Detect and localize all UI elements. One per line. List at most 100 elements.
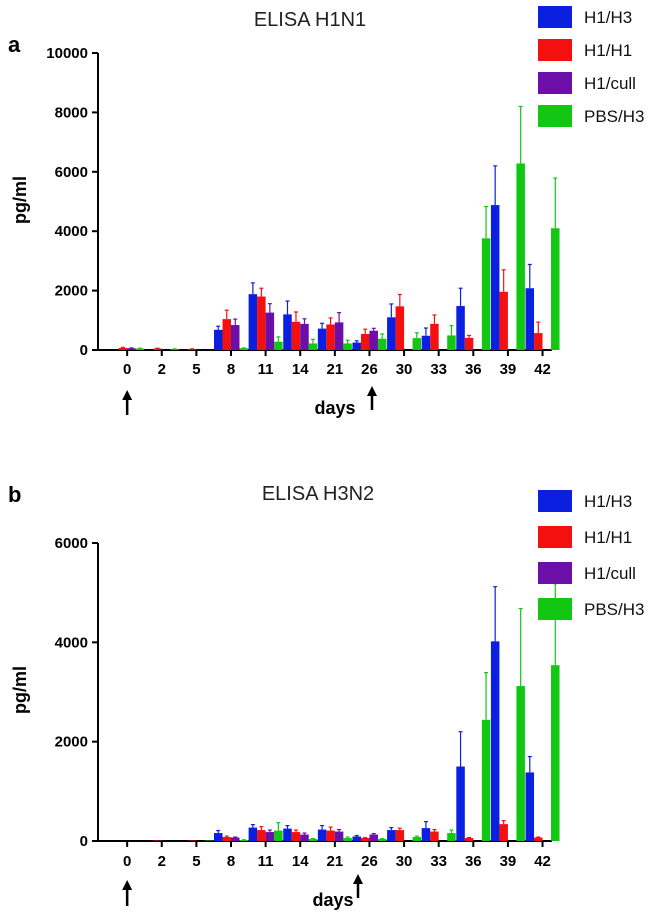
y-tick-label: 2000 (55, 283, 88, 300)
x-tick-label-day-36: 36 (465, 361, 482, 378)
bar-h1-h1-day-30 (395, 306, 405, 350)
plot-area-b: 0 2000 4000 6000 0 2 5 8 11 14 21 26 30 33 36 39 42 (55, 535, 560, 906)
chart-panel-b: b ELISA H3N2 days pg/ml 0 2000 4000 6000 0 2 5… (8, 482, 644, 910)
bar-pbs-h3-day-42 (551, 228, 560, 350)
bar-pbs-h3-day-33 (447, 335, 456, 350)
bar-h1-h3-day-26 (352, 342, 361, 350)
bar-h1-cull-day-26 (369, 834, 378, 841)
legend-label-h1-h1: H1/H1 (584, 528, 632, 547)
legend-label-pbs-h3: PBS/H3 (584, 600, 644, 619)
bar-h1-h1-day-39 (499, 824, 508, 841)
x-tick-label-day-21: 21 (327, 853, 344, 870)
immunization-arrow-1 (122, 880, 133, 906)
legend-label-h1-h3: H1/H3 (584, 8, 632, 27)
bar-pbs-h3-day-30 (412, 837, 422, 841)
bar-h1-h1-day-39 (499, 291, 508, 350)
x-tick-label-day-11: 11 (258, 361, 274, 378)
bar-h1-h1-day-11 (257, 296, 266, 350)
y-tick-label: 10000 (46, 45, 88, 62)
legend-swatch-h1-cull (538, 562, 572, 584)
x-tick-label-day-14: 14 (292, 853, 309, 870)
legend-label-h1-cull: H1/cull (584, 74, 636, 93)
bar-h1-h1-day-8 (222, 319, 231, 350)
bar-pbs-h3-day-11 (274, 341, 283, 350)
bar-pbs-h3-day-21 (343, 838, 352, 841)
legend-swatch-h1-h3 (538, 6, 572, 28)
legend-label-h1-cull: H1/cull (584, 564, 636, 583)
x-tick-label-day-42: 42 (534, 853, 551, 870)
bar-h1-h1-day-21 (326, 830, 335, 841)
bar-h1-h3-day-33 (421, 828, 431, 841)
bar-h1-h3-day-36 (456, 306, 465, 350)
bar-h1-cull-day-14 (300, 323, 309, 350)
x-tick-label-day-5: 5 (192, 853, 200, 870)
x-tick-label-day-11: 11 (258, 853, 274, 870)
bar-h1-h3-day-39 (490, 641, 500, 841)
panel-letter-b: b (8, 482, 21, 507)
bar-pbs-h3-day-39 (516, 686, 525, 841)
legend-swatch-h1-h1 (538, 39, 572, 61)
bar-h1-h3-day-30 (387, 317, 396, 350)
y-tick-label: 8000 (55, 104, 88, 121)
bar-pbs-h3-day-21 (343, 343, 352, 350)
x-tick-label-day-2: 2 (158, 853, 166, 870)
bar-h1-h3-day-39 (490, 205, 500, 350)
bar-h1-h1-day-14 (291, 321, 301, 350)
bar-h1-h1-day-42 (534, 837, 543, 841)
bar-h1-h3-day-42 (525, 772, 535, 841)
bar-h1-h1-day-26 (360, 333, 370, 350)
bar-h1-h3-day-11 (248, 827, 258, 841)
chart-panel-a: a ELISA H1N1 days pg/ml 0200040006000800… (8, 6, 644, 418)
x-tick-label-day-26: 26 (361, 361, 378, 378)
bar-h1-h3-day-42 (525, 288, 535, 350)
x-tick-label-day-30: 30 (396, 853, 413, 870)
bar-h1-h1-day-0 (118, 347, 128, 350)
chart-title-b: ELISA H3N2 (262, 483, 374, 505)
x-tick-label-day-5: 5 (192, 361, 200, 378)
x-tick-label-day-8: 8 (227, 853, 235, 870)
immunization-arrow-2 (353, 874, 363, 898)
x-tick-label-day-8: 8 (227, 361, 235, 378)
bar-pbs-h3-day-42 (551, 665, 560, 841)
bar-h1-h1-day-42 (534, 333, 543, 350)
bar-h1-h1-day-36 (464, 838, 474, 841)
legend-b: H1/H3 H1/H1 H1/cull PBS/H3 (538, 490, 644, 620)
legend-swatch-h1-h1 (538, 526, 572, 548)
legend-swatch-h1-cull (538, 72, 572, 94)
bar-pbs-h3-day-36 (481, 719, 491, 841)
bar-pbs-h3-day-14 (308, 343, 318, 350)
bar-h1-h1-day-30 (395, 830, 405, 841)
bar-pbs-h3-day-33 (447, 833, 456, 841)
bar-h1-cull-day-0 (127, 348, 136, 350)
bar-pbs-h3-day-26 (377, 839, 387, 841)
legend-swatch-pbs-h3 (538, 105, 572, 127)
bar-pbs-h3-day-8 (239, 348, 248, 350)
bar-h1-h1-day-33 (430, 323, 439, 350)
bar-h1-cull-day-21 (334, 322, 344, 350)
bar-pbs-h3-day-2 (170, 349, 179, 350)
bar-h1-h1-day-11 (257, 830, 266, 841)
x-tick-label-day-33: 33 (430, 361, 447, 378)
bar-pbs-h3-day-14 (308, 839, 318, 841)
x-tick-label-day-30: 30 (396, 361, 413, 378)
bar-pbs-h3-day-30 (412, 338, 422, 350)
bar-h1-h1-day-36 (464, 337, 474, 350)
x-tick-label-day-33: 33 (430, 853, 447, 870)
bar-h1-cull-day-8 (231, 837, 240, 841)
y-tick-label: 4000 (55, 223, 88, 240)
bar-pbs-h3-day-26 (377, 338, 387, 350)
bar-h1-h3-day-33 (421, 335, 431, 350)
legend-label-h1-h3: H1/H3 (584, 492, 632, 511)
bar-h1-h1-day-2 (153, 348, 162, 350)
bar-h1-h3-day-8 (214, 329, 223, 350)
bar-h1-h1-day-26 (360, 838, 370, 841)
x-tick-label-day-36: 36 (465, 853, 482, 870)
x-axis-label-a: days (314, 398, 355, 418)
x-tick-label-day-39: 39 (500, 853, 517, 870)
bar-h1-cull-day-14 (300, 834, 309, 841)
bar-h1-h3-day-14 (283, 828, 292, 841)
bar-pbs-h3-day-39 (516, 163, 525, 350)
bar-h1-cull-day-21 (334, 831, 344, 841)
y-axis-label-b: pg/ml (10, 666, 30, 714)
